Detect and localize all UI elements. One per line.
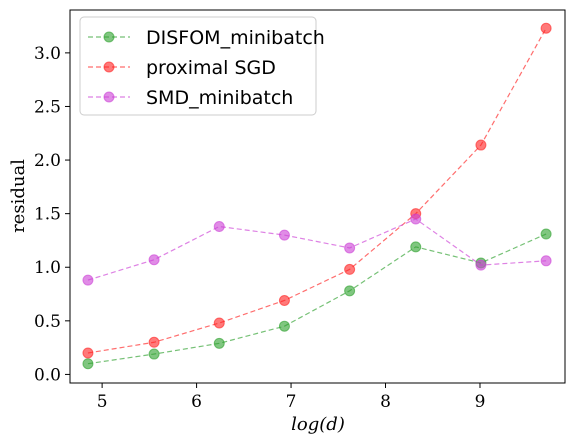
x-tick-label: 6 [191,392,202,412]
x-tick-label: 5 [97,392,108,412]
legend-label: SMD_minibatch [146,87,293,109]
legend-label: proximal SGD [146,57,276,79]
data-point [475,259,487,271]
legend-item: DISFOM_minibatch [88,27,325,49]
data-point [148,254,160,266]
data-point [148,336,160,348]
y-tick-label: 0.5 [34,312,61,332]
x-axis-label: log(d) [291,414,345,435]
y-axis-ticks: 0.0 0.5 1.0 1.5 2.0 2.5 3.0 [34,44,70,385]
y-tick-label: 1.0 [34,258,61,278]
data-point [82,347,94,359]
data-point [344,263,356,275]
series-line [87,27,547,354]
data-point [213,317,225,329]
legend-marker [103,91,115,103]
y-tick-label: 3.0 [34,44,61,64]
y-tick-label: 0.0 [34,365,61,385]
data-point [344,285,356,297]
x-axis-ticks: 5 6 7 8 9 [97,383,486,412]
data-point [213,221,225,233]
legend: DISFOM_minibatch proximal SGD SMD_minibatc… [79,16,325,116]
x-tick-label: 9 [475,392,486,412]
y-axis-label: residual [8,159,29,233]
legend-marker [103,31,115,43]
data-point [475,139,487,151]
data-point [82,358,94,370]
legend-label: DISFOM_minibatch [146,27,325,49]
data-point [213,337,225,349]
data-point [82,274,94,286]
series-line [87,233,547,365]
data-point [540,255,552,267]
data-point [278,294,290,306]
series-3 [82,213,552,286]
series-2 [82,22,552,359]
y-tick-label: 2.0 [34,151,61,171]
data-point [540,22,552,34]
data-point [410,213,422,225]
data-point [278,320,290,332]
data-point [278,229,290,241]
x-tick-label: 7 [286,392,297,412]
x-tick-label: 8 [380,392,391,412]
legend-marker [103,61,115,73]
legend-item: proximal SGD [88,57,276,79]
data-point [410,241,422,253]
data-point [344,242,356,254]
series-line [87,218,547,281]
legend-box [79,16,317,116]
series-1 [82,228,552,370]
y-tick-label: 1.5 [34,205,61,225]
legend-item: SMD_minibatch [88,87,293,109]
y-tick-label: 2.5 [34,97,61,117]
series-layer [82,22,552,370]
data-point [148,348,160,360]
data-point [540,228,552,240]
